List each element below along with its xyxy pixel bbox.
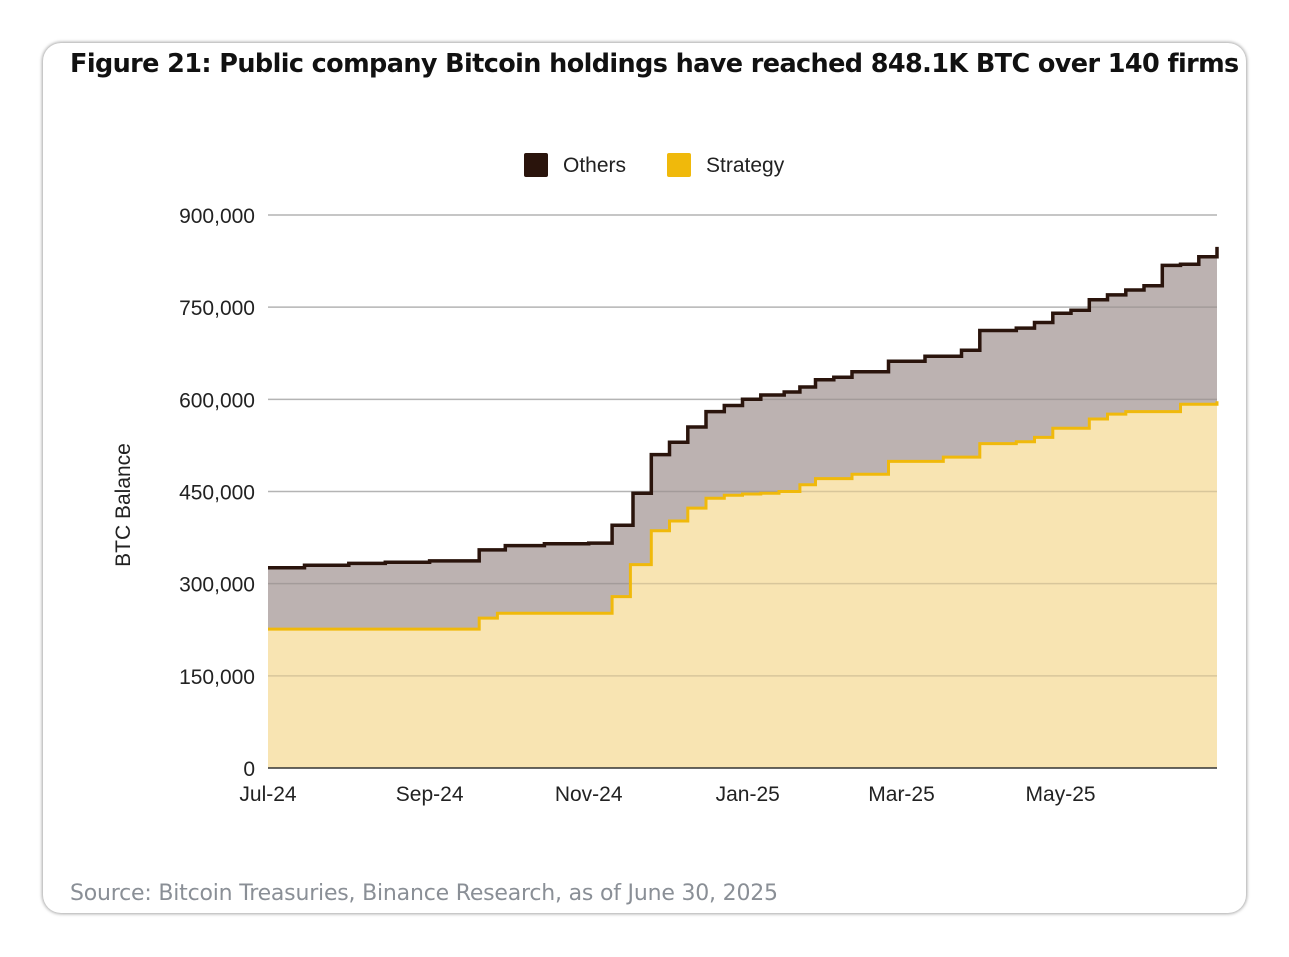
figure-source: Source: Bitcoin Treasuries, Binance Rese…: [70, 881, 778, 906]
legend-swatch-strategy: [667, 153, 691, 177]
y-tick-label: 600,000: [179, 389, 255, 412]
x-tick-label: Jul-24: [239, 783, 297, 806]
y-tick-label: 0: [243, 758, 255, 781]
y-tick-label: 150,000: [179, 666, 255, 689]
x-tick-label: May-25: [1026, 783, 1096, 806]
strategy-area: [268, 401, 1217, 768]
others-area: [268, 246, 1217, 630]
legend: Others Strategy: [524, 153, 785, 177]
y-tick-label: 900,000: [179, 205, 255, 228]
y-tick-label: 750,000: [179, 297, 255, 320]
figure-title: Figure 21: Public company Bitcoin holdin…: [70, 49, 1239, 79]
y-tick-label: 450,000: [179, 482, 255, 505]
legend-label-strategy: Strategy: [706, 154, 785, 177]
y-axis-label: BTC Balance: [112, 443, 135, 567]
legend-label-others: Others: [563, 154, 626, 177]
x-tick-label: Sep-24: [396, 783, 464, 806]
legend-swatch-others: [524, 153, 548, 177]
x-tick-label: Nov-24: [555, 783, 623, 806]
strategy-line: [268, 401, 1219, 631]
x-tick-label: Jan-25: [716, 783, 780, 806]
x-tick-label: Mar-25: [868, 783, 935, 806]
others-line: [268, 246, 1219, 570]
y-tick-label: 300,000: [179, 574, 255, 597]
